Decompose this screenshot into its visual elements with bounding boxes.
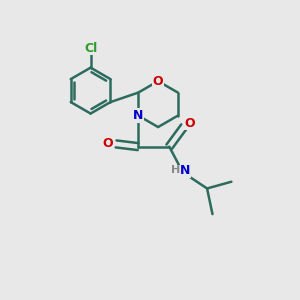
Text: Cl: Cl	[84, 42, 97, 55]
Text: N: N	[180, 164, 191, 177]
Text: H: H	[171, 165, 180, 175]
Text: O: O	[103, 137, 113, 150]
Text: N: N	[133, 109, 143, 122]
Text: O: O	[153, 75, 164, 88]
Text: O: O	[184, 117, 195, 130]
